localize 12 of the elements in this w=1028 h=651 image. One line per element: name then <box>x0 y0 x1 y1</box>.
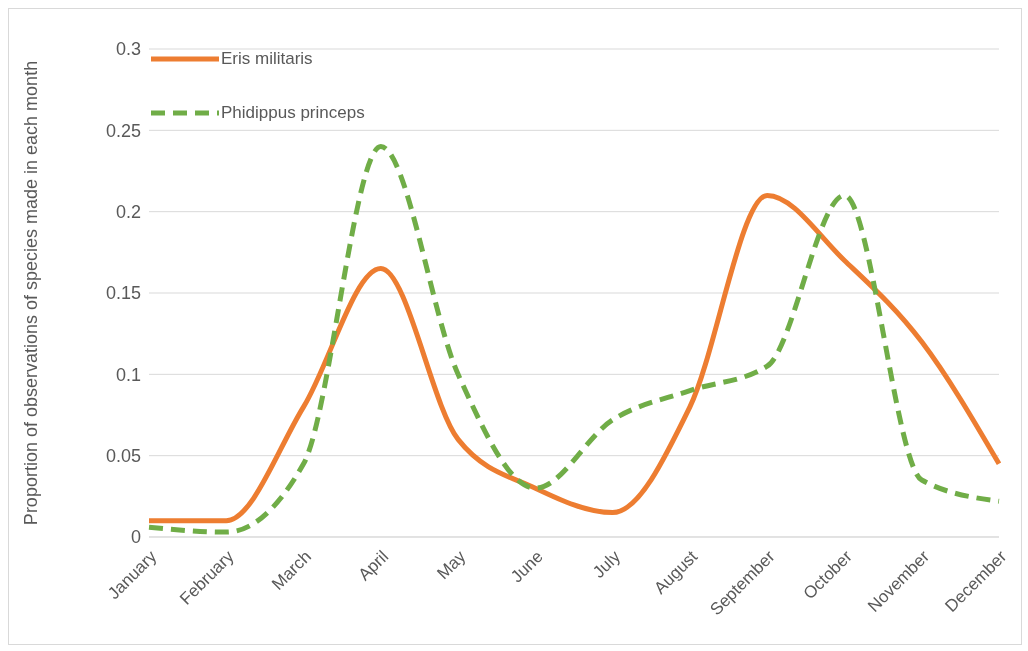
y-tick-label: 0.05 <box>105 446 141 467</box>
y-tick-label: 0 <box>130 527 141 548</box>
legend-label: Eris militaris <box>221 49 313 69</box>
y-tick-label: 0.25 <box>105 120 141 141</box>
y-tick-label: 0.15 <box>105 283 141 304</box>
y-tick-label: 0.3 <box>115 39 141 60</box>
x-tick-label: July <box>589 546 625 582</box>
y-axis-title: Proportion of observations of species made in each month <box>21 60 42 526</box>
y-tick-label: 0.1 <box>115 364 141 385</box>
x-tick-label: May <box>433 546 470 584</box>
legend-label: Phidippus princeps <box>221 103 365 123</box>
y-tick-label: 0.2 <box>115 202 141 223</box>
